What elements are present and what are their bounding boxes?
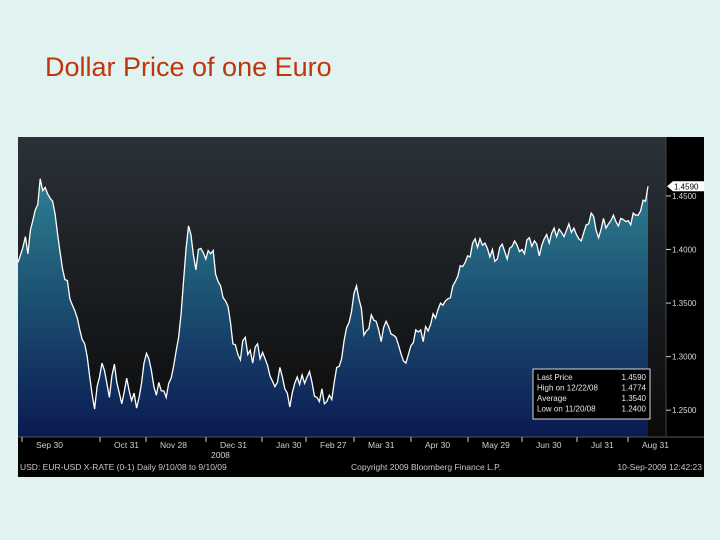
x-tick-label: Jan 30 [276,440,302,450]
x-tick-label: Dec 31 [220,440,247,450]
y-tick-label: 1.3500 [672,299,697,308]
x-tick-sublabel: 2008 [211,450,230,460]
x-tick-label: Sep 30 [36,440,63,450]
series-area [18,178,648,438]
legend-box [532,368,651,420]
legend-value: 1.2400 [622,405,647,414]
slide-title: Dollar Price of one Euro [45,52,332,82]
x-tick-label: Nov 28 [160,440,187,450]
legend-label: Average [537,394,567,403]
chart-svg: 1.25001.30001.35001.40001.45001.4590Sep … [18,137,704,472]
legend-value: 1.3540 [622,394,647,403]
footer-center: Copyright 2009 Bloomberg Finance L.P. [351,462,501,472]
series-line [18,178,649,410]
x-tick-label: Jul 31 [591,440,614,450]
y-tick-label: 1.2500 [672,406,697,415]
x-tick-label: Oct 31 [114,440,139,450]
y-tick-label: 1.4000 [672,246,697,255]
footer-right: 10-Sep-2009 12:42:23 [617,462,702,472]
legend-label: Low on 11/20/08 [537,405,596,414]
x-tick-label: Jun 30 [536,440,562,450]
x-tick-label: Aug 31 [642,440,669,450]
footer-left: USD: EUR-USD X-RATE (0-1) Daily 9/10/08 … [20,462,227,472]
x-tick-label: Feb 27 [320,440,347,450]
x-tick-label: Apr 30 [425,440,450,450]
last-price-marker-label: 1.4590 [674,182,699,191]
legend-label: High on 12/22/08 [537,384,598,393]
y-tick-label: 1.4500 [672,192,697,201]
chart-panel: 1.2500 1.3000 1.3500 1.4000 1.4500 1.4590 Sep … [18,137,704,477]
last-price-marker [667,181,704,192]
x-tick-label: May 29 [482,440,510,450]
legend-value: 1.4590 [622,373,647,382]
y-tick-label: 1.3000 [672,353,697,362]
x-tick-label: Mar 31 [368,440,395,450]
legend-value: 1.4774 [622,384,647,393]
legend-label: Last Price [537,373,573,382]
